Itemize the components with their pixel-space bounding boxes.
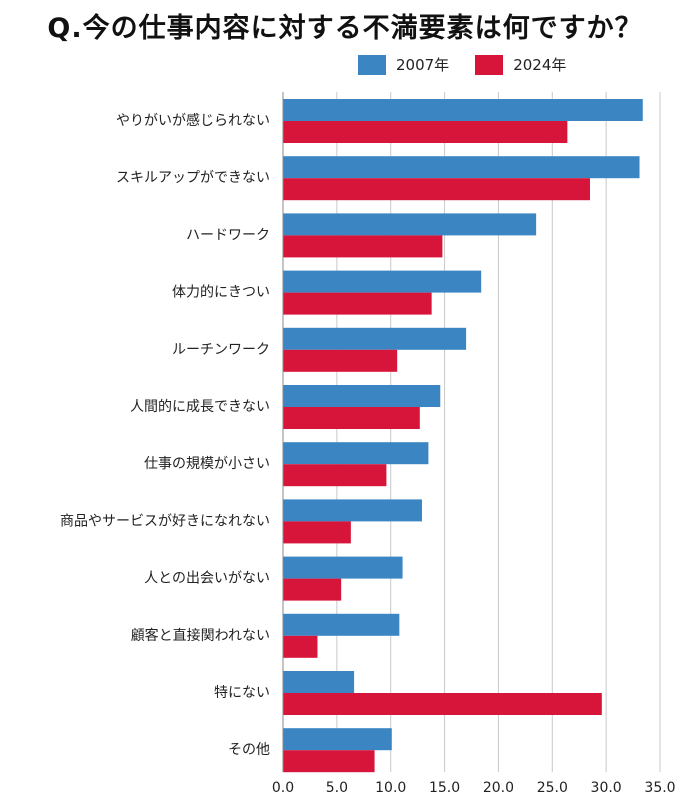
category-label-2: ハードワーク	[186, 227, 270, 243]
x-tick-label-1: 5.0	[326, 780, 348, 796]
x-tick-label-6: 30.0	[591, 780, 622, 796]
category-label-11: その他	[228, 742, 270, 758]
category-label-7: 商品やサービスが好きになれない	[60, 513, 270, 529]
bar-2007-4	[283, 327, 467, 350]
bar-2024-8	[283, 578, 342, 601]
bar-2024-9	[283, 635, 318, 658]
bar-2024-7	[283, 521, 351, 544]
bar-2024-1	[283, 178, 590, 201]
category-label-3: 体力的にきつい	[172, 285, 270, 301]
chart-title: Q.今の仕事内容に対する不満要素は何ですか？	[47, 13, 643, 44]
legend: 2007年 2024年	[358, 54, 592, 75]
bar-2007-2	[283, 213, 537, 236]
category-label-5: 人間的に成長できない	[130, 399, 270, 415]
x-tick-label-0: 0.0	[272, 780, 294, 796]
bar-2007-6	[283, 442, 429, 465]
legend-label-2007: 2007年	[396, 56, 450, 74]
bar-2007-8	[283, 556, 403, 579]
category-label-6: 仕事の規模が小さい	[144, 456, 270, 472]
bar-2024-11	[283, 750, 375, 773]
bar-2024-4	[283, 349, 398, 372]
bar-2007-10	[283, 671, 355, 693]
bar-2024-2	[283, 235, 443, 258]
x-tick-label-2: 10.0	[375, 780, 406, 796]
category-label-4: ルーチンワーク	[172, 342, 270, 358]
legend-item-2007: 2007年	[358, 54, 449, 75]
category-label-9: 顧客と直接関われない	[131, 627, 270, 644]
bar-2007-1	[283, 156, 640, 179]
bar-2024-3	[283, 292, 432, 315]
bar-2007-11	[283, 728, 392, 751]
bar-2007-3	[283, 270, 482, 293]
category-label-0: やりがいが感じられない	[116, 112, 270, 129]
category-label-1: スキルアップができない	[116, 170, 270, 186]
x-tick-label-7: 35.0	[644, 780, 675, 796]
bar-2007-5	[283, 385, 441, 407]
x-tick-label-4: 20.0	[483, 780, 514, 796]
bar-2007-9	[283, 613, 400, 636]
legend-swatch-2007	[358, 54, 386, 75]
legend-swatch-2024	[475, 54, 504, 75]
x-tick-label-5: 25.0	[537, 780, 568, 796]
bar-2024-0	[283, 121, 568, 143]
legend-label-2024: 2024年	[513, 56, 567, 74]
bar-2007-7	[283, 499, 422, 522]
bar-2024-6	[283, 464, 387, 487]
legend-item-2024: 2024年	[475, 54, 566, 75]
x-tick-label-3: 15.0	[429, 780, 460, 796]
bar-2007-0	[283, 99, 643, 121]
category-label-10: 特にない	[214, 685, 270, 701]
bar-2024-5	[283, 407, 420, 429]
category-label-8: 人との出会いがない	[144, 571, 270, 587]
bar-2024-10	[283, 693, 602, 715]
